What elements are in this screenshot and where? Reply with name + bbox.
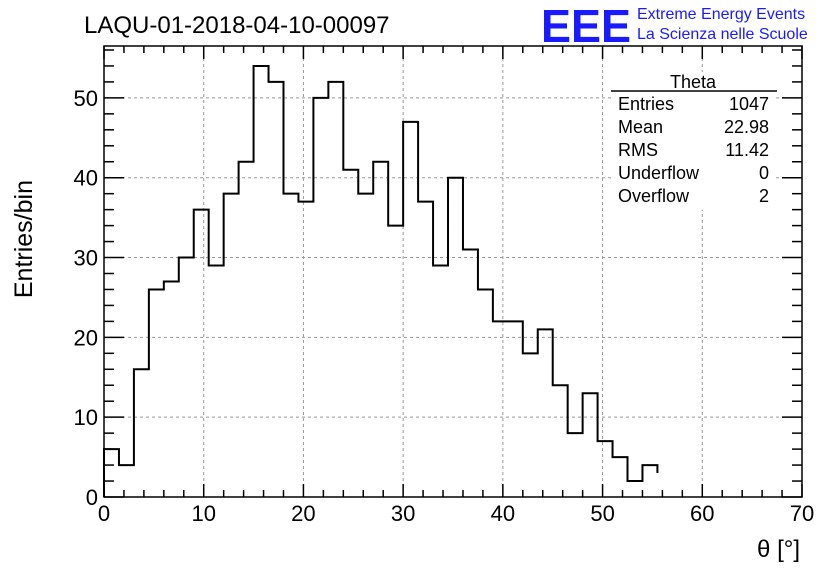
y-tick-labels: 0 10 20 30 40 50 (74, 86, 98, 510)
histogram-outline (103, 64, 659, 497)
x-tick-label: 70 (790, 501, 814, 526)
stats-box-bg (611, 72, 776, 210)
stats-label-underflow: Underflow (618, 163, 700, 183)
y-tick-label: 30 (74, 246, 98, 271)
eee-logo-line2: La Scienza nelle Scuole (637, 26, 808, 43)
eee-logo-line1: Extreme Energy Events (637, 6, 805, 23)
y-tick-label: 40 (74, 166, 98, 191)
y-tick-label: 0 (86, 485, 98, 510)
stats-label-mean: Mean (618, 117, 663, 137)
x-tick-labels: 0 10 20 30 40 50 60 70 (98, 501, 814, 526)
stats-box-title: Theta (670, 72, 717, 92)
eee-logo: EEE Extreme Energy Events La Scienza nel… (541, 0, 808, 52)
x-tick-label: 60 (690, 501, 714, 526)
eee-logo-mark: EEE (541, 0, 631, 52)
stats-label-overflow: Overflow (618, 186, 690, 206)
y-axis-title: Entries/bin (10, 180, 38, 298)
stats-value-underflow: 0 (759, 163, 769, 183)
stats-value-rms: 11.42 (725, 140, 769, 160)
x-tick-label: 0 (98, 501, 110, 526)
stats-label-entries: Entries (618, 94, 674, 114)
stats-label-rms: RMS (618, 140, 658, 160)
plot-frame (103, 45, 803, 498)
x-tick-label: 20 (291, 501, 315, 526)
stats-box: Theta Entries 1047 Mean 22.98 RMS 11.42 … (611, 72, 777, 210)
chart-title: LAQU-01-2018-04-10-00097 (84, 12, 390, 39)
y-tick-label: 50 (74, 86, 98, 111)
x-tick-label: 10 (191, 501, 215, 526)
x-tick-label: 40 (491, 501, 515, 526)
stats-value-entries: 1047 (729, 94, 769, 114)
y-tick-label: 20 (74, 325, 98, 350)
stats-value-overflow: 2 (759, 186, 769, 206)
x-tick-label: 30 (391, 501, 415, 526)
x-tick-label: 50 (590, 501, 614, 526)
y-tick-label: 10 (74, 405, 98, 430)
x-axis-title: θ [°] (757, 536, 800, 563)
stats-value-mean: 22.98 (724, 117, 769, 137)
